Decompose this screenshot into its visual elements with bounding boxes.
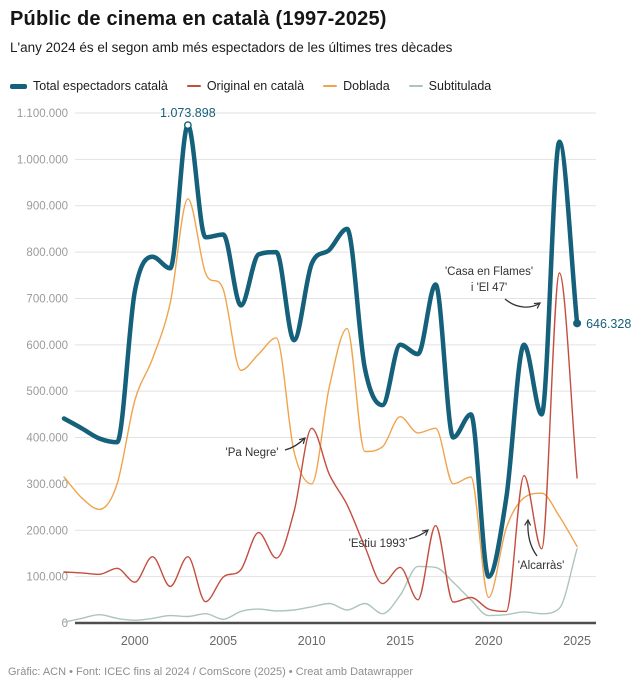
annotation-arrow-estiu-1993 bbox=[408, 530, 428, 540]
annotation-arrow-pa-negre bbox=[284, 438, 305, 451]
legend-label: Doblada bbox=[343, 79, 390, 93]
x-axis-label: 2005 bbox=[209, 634, 237, 648]
legend-swatch bbox=[10, 83, 27, 89]
y-axis-label: 800.000 bbox=[26, 247, 68, 259]
annotation-casa-el47: i 'El 47' bbox=[471, 282, 507, 294]
legend-item-1[interactable]: Original en català bbox=[186, 79, 305, 93]
legend-swatch bbox=[323, 85, 338, 87]
series-line-total-espectadors-catal- bbox=[61, 122, 580, 579]
y-axis-label: 400.000 bbox=[26, 433, 68, 445]
series-line-doblada bbox=[63, 198, 578, 599]
x-axis-label: 2015 bbox=[386, 634, 414, 648]
y-axis-label: 1.000.000 bbox=[17, 154, 68, 166]
peak-value-label: 1.073.898 bbox=[160, 106, 216, 120]
legend-label: Total espectadors català bbox=[33, 79, 168, 93]
end-marker bbox=[573, 319, 582, 328]
y-axis-label: 200.000 bbox=[26, 525, 68, 537]
chart-footer-credit: Gràfic: ACN • Font: ICEC fins al 2024 / … bbox=[8, 666, 414, 678]
annotation-estiu-1993: 'Estiu 1993' bbox=[349, 538, 408, 550]
legend-label: Subtitulada bbox=[428, 79, 492, 93]
page-subtitle: L'any 2024 és el segon amb més espectado… bbox=[10, 40, 453, 55]
series-line-original-en-catal- bbox=[63, 272, 578, 613]
y-axis-label: 0 bbox=[62, 618, 68, 630]
y-axis-label: 300.000 bbox=[26, 479, 68, 491]
end-value-label: 646.328 bbox=[586, 317, 631, 331]
legend-label: Original en català bbox=[206, 79, 305, 93]
page-title: Públic de cinema en català (1997-2025) bbox=[10, 8, 387, 30]
annotation-casa-el47: 'Casa en Flames' bbox=[445, 266, 533, 278]
series-line-subtitulada bbox=[63, 548, 578, 623]
x-axis-label: 2010 bbox=[298, 634, 326, 648]
y-axis-label: 500.000 bbox=[26, 386, 68, 398]
y-axis-label: 100.000 bbox=[26, 572, 68, 584]
annotation-arrow-alcarras bbox=[528, 520, 538, 557]
legend-item-2[interactable]: Doblada bbox=[323, 79, 390, 93]
legend-item-3[interactable]: Subtitulada bbox=[408, 79, 492, 93]
y-axis-label: 900.000 bbox=[26, 201, 68, 213]
y-axis-label: 1.100.000 bbox=[17, 108, 68, 120]
x-axis-label: 2020 bbox=[475, 634, 503, 648]
x-axis-label: 2025 bbox=[563, 634, 591, 648]
legend: Total espectadors català Original en cata… bbox=[10, 79, 634, 93]
peak-marker bbox=[183, 121, 192, 130]
x-axis-label: 2000 bbox=[121, 634, 149, 648]
y-axis-label: 600.000 bbox=[26, 340, 68, 352]
legend-swatch bbox=[186, 85, 201, 87]
line-chart: 0 100.000 200.000 300.000 400.000 500.000 600.… bbox=[17, 106, 632, 648]
y-axis-label: 700.000 bbox=[26, 293, 68, 305]
legend-swatch bbox=[408, 85, 423, 87]
legend-item-0[interactable]: Total espectadors català bbox=[10, 79, 168, 93]
annotation-arrow-casa-el47 bbox=[504, 298, 540, 307]
annotation-alcarras: 'Alcarràs' bbox=[518, 560, 565, 572]
annotation-pa-negre: 'Pa Negre' bbox=[226, 447, 279, 459]
